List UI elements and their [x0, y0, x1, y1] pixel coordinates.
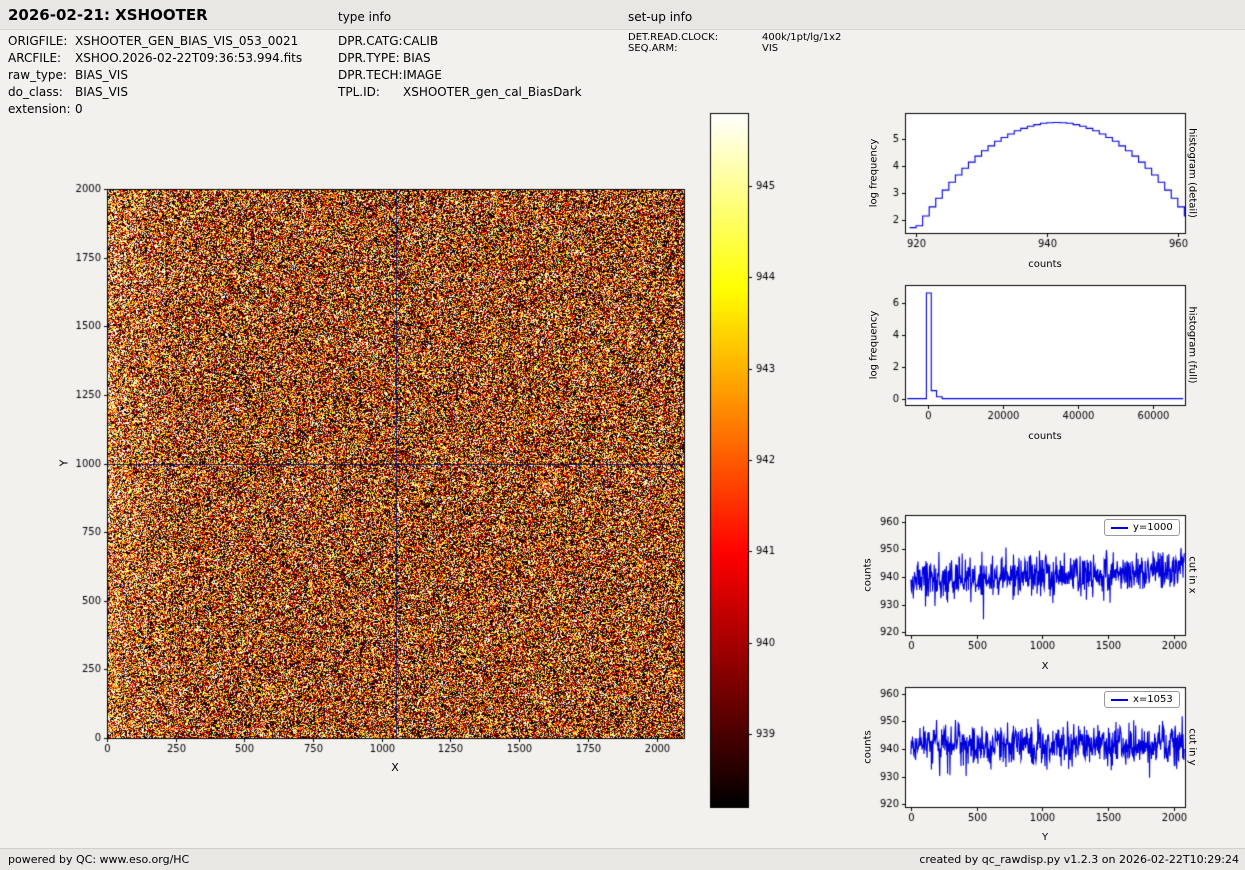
setup-info-block: DET.READ.CLOCK: 400k/1pt/lg/1x2 SEQ.ARM: V… — [628, 32, 841, 54]
info-label: TPL.ID: — [338, 85, 380, 99]
info-label: ORIGFILE: — [8, 34, 68, 48]
hist-full-yaxis-label: log frequency — [868, 310, 880, 380]
info-value: VIS — [762, 43, 779, 54]
cut-y-yaxis-label: counts — [862, 730, 874, 764]
footer-right-text: created by qc_rawdisp.py v1.2.3 on 2026-… — [919, 853, 1239, 866]
cut-x-side-label: cut in x — [1186, 556, 1198, 594]
legend-line-swatch — [1111, 526, 1128, 529]
info-value: BIAS_VIS — [75, 68, 128, 82]
top-header-bar: 2026-02-21: XSHOOTER type info set-up in… — [0, 0, 1245, 30]
setup-info-section-label: set-up info — [628, 10, 693, 24]
legend-cut-in-x: y=1000 — [1104, 519, 1180, 536]
info-row: ARCFILE: XSHOO.2026-02-22T09:36:53.994.fi… — [8, 50, 302, 67]
type-info-section-label: type info — [338, 10, 392, 24]
info-label: DET.READ.CLOCK: — [628, 32, 719, 43]
file-info-block: ORIGFILE: XSHOOTER_GEN_BIAS_VIS_053_0021 … — [8, 33, 302, 118]
info-label: DPR.CATG: — [338, 34, 403, 48]
cut-x-yaxis-label: counts — [862, 558, 874, 592]
info-value: XSHOO.2026-02-22T09:36:53.994.fits — [75, 51, 303, 65]
bias-yaxis-label: Y — [57, 459, 71, 467]
info-label: raw_type: — [8, 68, 67, 82]
cut-y-xaxis-label: Y — [1041, 832, 1049, 843]
footer-left-text: powered by QC: www.eso.org/HC — [8, 853, 190, 866]
histogram-full-canvas — [858, 275, 1198, 421]
info-value: XSHOOTER_gen_cal_BiasDark — [403, 85, 582, 99]
info-value: BIAS — [403, 51, 431, 65]
hist-full-side-label: histogram (full) — [1186, 306, 1198, 384]
info-value: XSHOOTER_GEN_BIAS_VIS_053_0021 — [75, 34, 299, 48]
hist-full-xaxis-label: counts — [1028, 431, 1062, 442]
info-label: SEQ.ARM: — [628, 43, 678, 54]
info-row: extension: 0 — [8, 101, 302, 118]
info-label: DPR.TYPE: — [338, 51, 400, 65]
info-label: extension: — [8, 102, 71, 116]
histogram-detail-canvas — [858, 103, 1198, 249]
info-label: do_class: — [8, 85, 63, 99]
info-row: do_class: BIAS_VIS — [8, 84, 302, 101]
legend-label: y=1000 — [1133, 522, 1173, 533]
hist-detail-side-label: histogram (detail) — [1186, 128, 1198, 218]
page-title: 2026-02-21: XSHOOTER — [8, 6, 208, 24]
footer-bar: powered by QC: www.eso.org/HC created by… — [0, 848, 1245, 870]
hist-detail-xaxis-label: counts — [1028, 259, 1062, 270]
colorbar-canvas — [703, 108, 803, 814]
bias-xaxis-label: X — [391, 761, 399, 774]
info-row: DET.READ.CLOCK: 400k/1pt/lg/1x2 — [628, 32, 841, 43]
info-value: IMAGE — [403, 68, 442, 82]
info-row: DPR.TYPE: BIAS — [338, 50, 582, 67]
info-row: ORIGFILE: XSHOOTER_GEN_BIAS_VIS_053_0021 — [8, 33, 302, 50]
cut-y-side-label: cut in y — [1186, 728, 1198, 766]
hist-detail-yaxis-label: log frequency — [868, 138, 880, 208]
info-row: DPR.TECH:IMAGE — [338, 67, 582, 84]
info-row: TPL.ID: XSHOOTER_gen_cal_BiasDark — [338, 84, 582, 101]
info-value: CALIB — [403, 34, 439, 48]
info-label: ARCFILE: — [8, 51, 62, 65]
info-value: BIAS_VIS — [75, 85, 128, 99]
type-info-block: DPR.CATG:CALIB DPR.TYPE: BIAS DPR.TECH:IM… — [338, 33, 582, 101]
info-value: 0 — [75, 102, 83, 116]
info-value: 400k/1pt/lg/1x2 — [762, 32, 842, 43]
legend-line-swatch — [1111, 698, 1128, 701]
legend-cut-in-y: x=1053 — [1104, 691, 1180, 708]
legend-label: x=1053 — [1133, 694, 1173, 705]
info-label: DPR.TECH: — [338, 68, 403, 82]
bias-image-canvas — [55, 168, 705, 788]
info-row: SEQ.ARM: VIS — [628, 43, 841, 54]
info-row: raw_type: BIAS_VIS — [8, 67, 302, 84]
cut-x-xaxis-label: X — [1041, 661, 1049, 672]
info-row: DPR.CATG:CALIB — [338, 33, 582, 50]
